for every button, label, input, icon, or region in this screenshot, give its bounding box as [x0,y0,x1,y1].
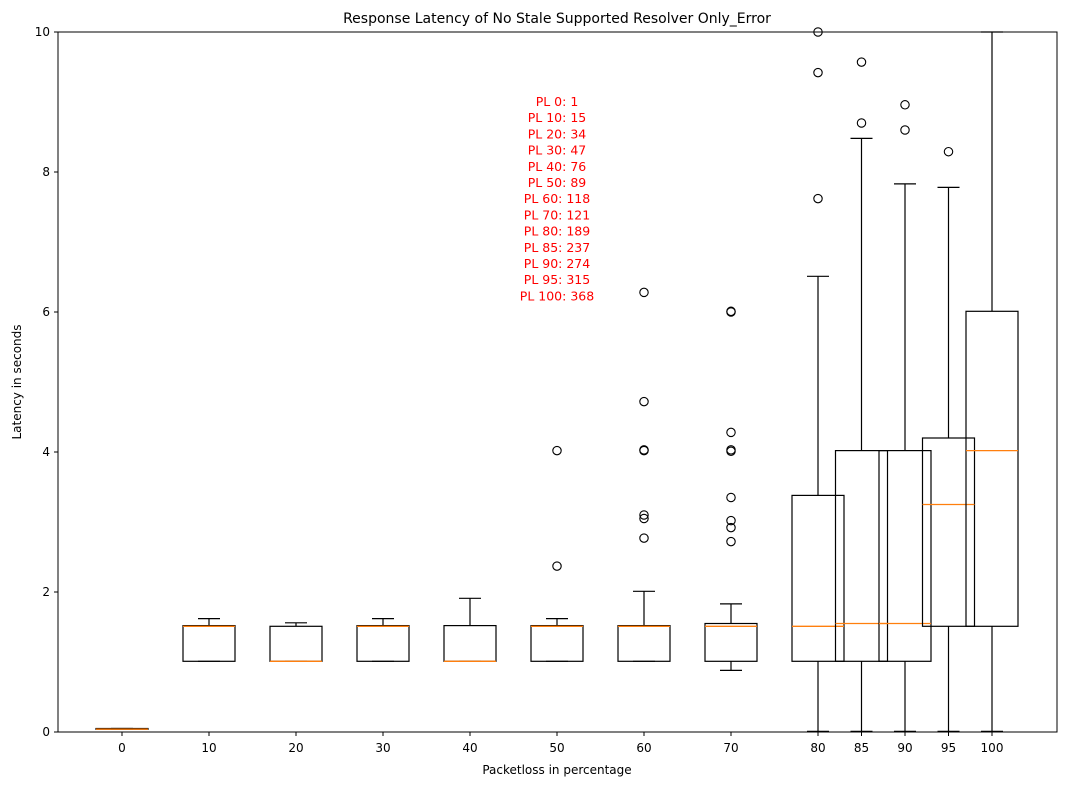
y-tick-label: 10 [35,25,50,39]
sample-count-annotation: PL 80: 189 [524,224,590,239]
y-tick-label: 0 [42,725,50,739]
box-outlier [639,287,649,298]
box-outlier [552,561,562,571]
box-outlier [900,125,910,135]
x-tick-label: 20 [288,741,303,755]
y-tick-label: 8 [42,165,50,179]
box-body [921,437,976,627]
box-outlier [813,67,823,78]
box-outlier [726,306,736,317]
box-body [791,494,845,662]
box-body [834,450,889,662]
x-tick-label: 60 [636,741,651,755]
sample-count-annotation: PL 60: 118 [524,191,590,206]
box-outlier [639,533,649,543]
x-tick-label: 85 [854,741,869,755]
sample-count-annotation: PL 85: 237 [524,240,590,255]
sample-count-annotation: PL 70: 121 [524,207,590,222]
box-outlier [726,492,736,503]
x-tick-label: 50 [549,741,564,755]
box-outlier [639,445,649,455]
x-tick-label: 30 [375,741,390,755]
box-body [182,624,236,662]
box-outlier [639,396,649,407]
box-outlier [943,146,954,157]
chart-title: Response Latency of No Stale Supported R… [343,11,771,27]
sample-count-annotation: PL 0: 1 [536,94,579,109]
y-axis-label: Latency in seconds [10,324,24,439]
x-tick-label: 90 [897,741,912,755]
y-tick-label: 6 [42,305,50,319]
x-tick-label: 100 [981,741,1004,755]
box-outlier [726,445,736,455]
box-body [617,624,671,662]
box-outlier [813,193,823,204]
box-body [965,310,1019,627]
sample-count-annotation: PL 100: 368 [520,288,594,303]
box-outlier [639,513,649,524]
x-tick-label: 80 [810,741,825,755]
sample-count-annotation: PL 95: 315 [524,272,590,287]
box-outlier [856,57,867,67]
x-axis-label: Packetloss in percentage [482,763,631,777]
x-tick-label: 10 [201,741,216,755]
sample-count-annotation: PL 90: 274 [524,256,590,271]
sample-count-annotation: PL 30: 47 [528,143,586,158]
x-tick-label: 70 [723,741,738,755]
box-outlier [726,515,736,526]
box-body [530,624,584,662]
box-outlier [639,510,649,520]
sample-count-annotation: PL 10: 15 [528,110,586,125]
box-body [704,622,758,662]
box-outlier [900,100,910,110]
box-body [356,624,410,662]
box-outlier [856,118,867,128]
x-tick-label: 40 [462,741,477,755]
box-outlier [726,522,736,533]
y-tick-label: 2 [42,585,50,599]
box-outlier [552,445,562,456]
sample-count-annotation: PL 40: 76 [528,159,587,174]
box-body [878,450,932,662]
sample-count-annotation: PL 50: 89 [528,175,587,190]
y-tick-label: 4 [42,445,50,459]
sample-count-annotation: PL 20: 34 [528,126,587,141]
x-tick-label: 95 [941,741,956,755]
x-tick-label: 0 [118,741,126,755]
axes-frame [57,31,1058,733]
box-outlier [726,536,736,547]
box-outlier [726,427,736,438]
